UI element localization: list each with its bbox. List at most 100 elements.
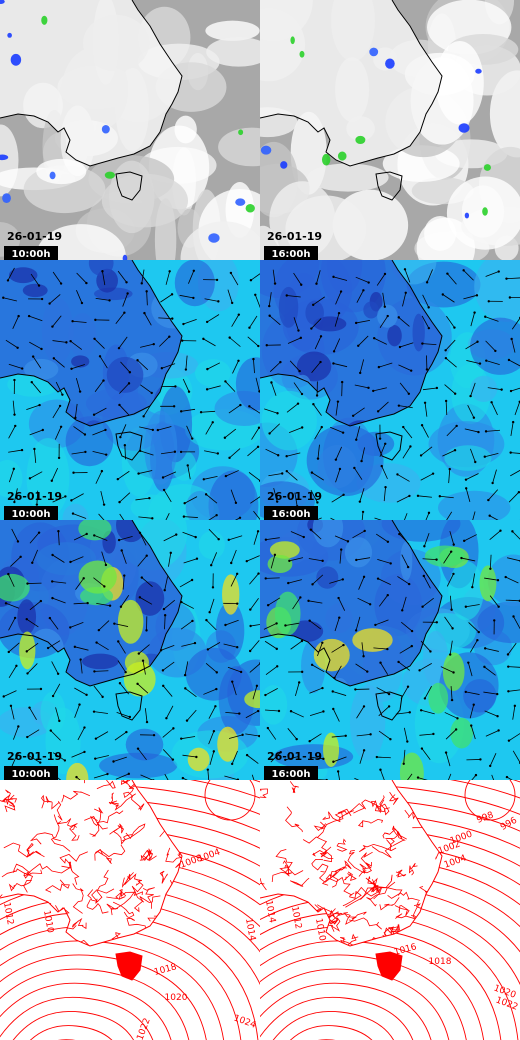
wind-arrow (265, 344, 281, 347)
arrow-shaft (510, 422, 514, 436)
isobar (334, 803, 366, 819)
arrow-head (101, 695, 104, 699)
arrow-head (477, 430, 480, 434)
cloud (36, 224, 126, 260)
arrow-head (46, 646, 50, 650)
wind-arrow (140, 384, 153, 395)
wind-arrow (249, 598, 259, 611)
arrow-shaft (26, 642, 39, 652)
arrow-head (168, 335, 171, 338)
arrow-shaft (201, 410, 216, 413)
cloud (174, 115, 197, 144)
isobar (0, 954, 207, 1040)
arrow-head (17, 314, 20, 318)
cloud (194, 359, 231, 387)
arrow-head (116, 477, 120, 481)
arrow-head (78, 390, 82, 393)
arrow-shaft (137, 359, 149, 371)
arrow-head (386, 540, 390, 543)
wind-arrow (510, 469, 520, 477)
wind-arrow (309, 528, 322, 540)
arrow-shaft (49, 617, 59, 630)
wind-arrow (399, 644, 414, 654)
wind-arrow (73, 532, 88, 541)
isobar (26, 862, 71, 875)
wind-arrow (421, 315, 431, 330)
wind-arrow (448, 640, 453, 656)
isobar (109, 823, 125, 835)
arrow-head (136, 359, 139, 362)
wind-arrow (422, 386, 439, 391)
cloud (66, 762, 89, 780)
cloud (299, 50, 305, 58)
isobar (23, 871, 32, 879)
isobar (359, 862, 372, 875)
isobar (313, 823, 327, 838)
arrow-shaft (395, 711, 410, 715)
arrow-shaft (230, 272, 239, 286)
arrow-shaft (13, 726, 19, 740)
wind-arrow (29, 341, 43, 351)
arrow-head (75, 775, 78, 779)
arrow-shaft (230, 549, 237, 564)
arrow-shaft (36, 490, 39, 505)
cloud (482, 207, 488, 216)
wind-arrow (76, 272, 88, 285)
arrow-head (321, 559, 324, 563)
cloud (280, 161, 288, 169)
wind-arrow (339, 548, 343, 564)
arrow-shaft (309, 756, 324, 760)
wind-arrow (284, 755, 299, 762)
arrow-shaft (511, 338, 516, 353)
arrow-shaft (484, 577, 499, 581)
arrow-head (346, 540, 350, 543)
arrow-shaft (265, 709, 280, 712)
arrow-head (125, 281, 128, 284)
cloud (62, 503, 89, 520)
wind-arrow (202, 337, 216, 347)
arrow-head (63, 759, 67, 762)
arrow-shaft (93, 711, 108, 714)
arrow-head (285, 294, 288, 297)
arrow-head (397, 404, 401, 407)
arrow-head (429, 650, 432, 653)
wind-arrow (8, 363, 24, 370)
arrow-shaft (208, 514, 217, 520)
arrow-head (169, 551, 172, 555)
wind-arrow (464, 690, 480, 695)
cloud (0, 0, 5, 4)
cloud (117, 599, 144, 644)
arrow-shaft (72, 320, 87, 323)
wind-arrow (253, 510, 260, 520)
wind-arrow (7, 572, 15, 587)
wind-arrow (46, 640, 61, 650)
arrow-head (35, 503, 39, 506)
cloud (369, 47, 379, 57)
wind-arrow (69, 556, 84, 564)
wind-arrow (483, 691, 499, 696)
arrow-head (309, 528, 313, 531)
wind-arrow (9, 704, 15, 720)
wind-arrow (136, 359, 149, 371)
arrow-shaft (75, 578, 85, 590)
arrow-shaft (449, 595, 452, 610)
isobar (140, 850, 153, 861)
arrow-head (104, 563, 108, 567)
arrow-head (472, 416, 476, 419)
isobar (204, 780, 256, 821)
arrow-head (302, 535, 305, 539)
wind-arrow (206, 642, 221, 651)
wind-arrow (95, 297, 111, 302)
arrow-shaft (357, 335, 369, 347)
arrow-head (80, 301, 84, 305)
arrow-head (151, 428, 155, 432)
wind-arrow (483, 647, 499, 652)
arrow-shaft (270, 554, 276, 569)
arrow-head (161, 669, 165, 672)
cloud (344, 537, 373, 568)
arrow-shaft (269, 423, 281, 434)
isobar (260, 878, 267, 891)
cloud (313, 638, 350, 672)
isobar (387, 891, 420, 901)
wind-arrow (403, 727, 409, 743)
